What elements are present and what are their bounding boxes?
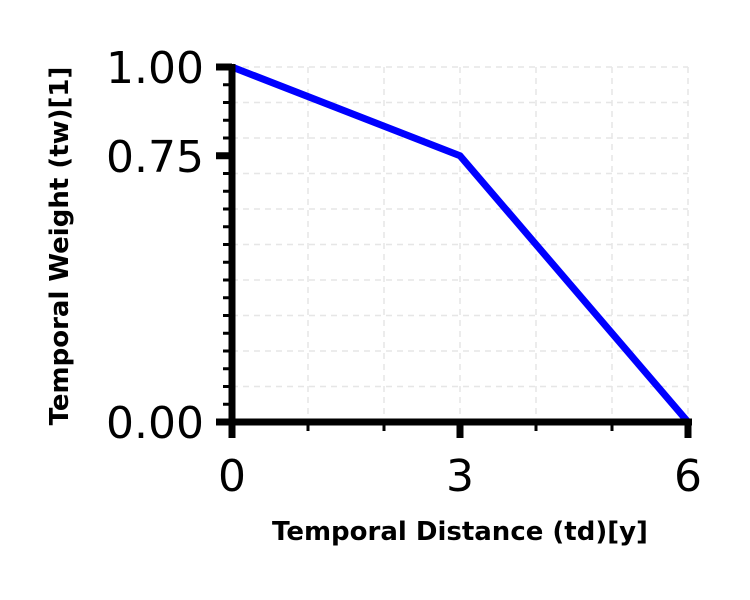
tick-labels: 0 3 6 0.00 0.75 1.00 [106,43,702,502]
y-tick-label: 0.00 [106,398,204,449]
x-axis-label: Temporal Distance (td)[y] [272,517,648,547]
series-line [230,63,691,425]
x-tick-label: 0 [218,451,246,502]
grid [231,66,689,423]
y-tick-label: 0.75 [106,132,204,183]
x-tick-label: 6 [674,451,702,502]
series-layer [230,63,691,425]
y-axis-label: Temporal Weight (tw)[1] [45,67,75,426]
y-tick-label: 1.00 [106,43,204,94]
ticks [216,63,692,438]
x-tick-label: 3 [446,451,474,502]
